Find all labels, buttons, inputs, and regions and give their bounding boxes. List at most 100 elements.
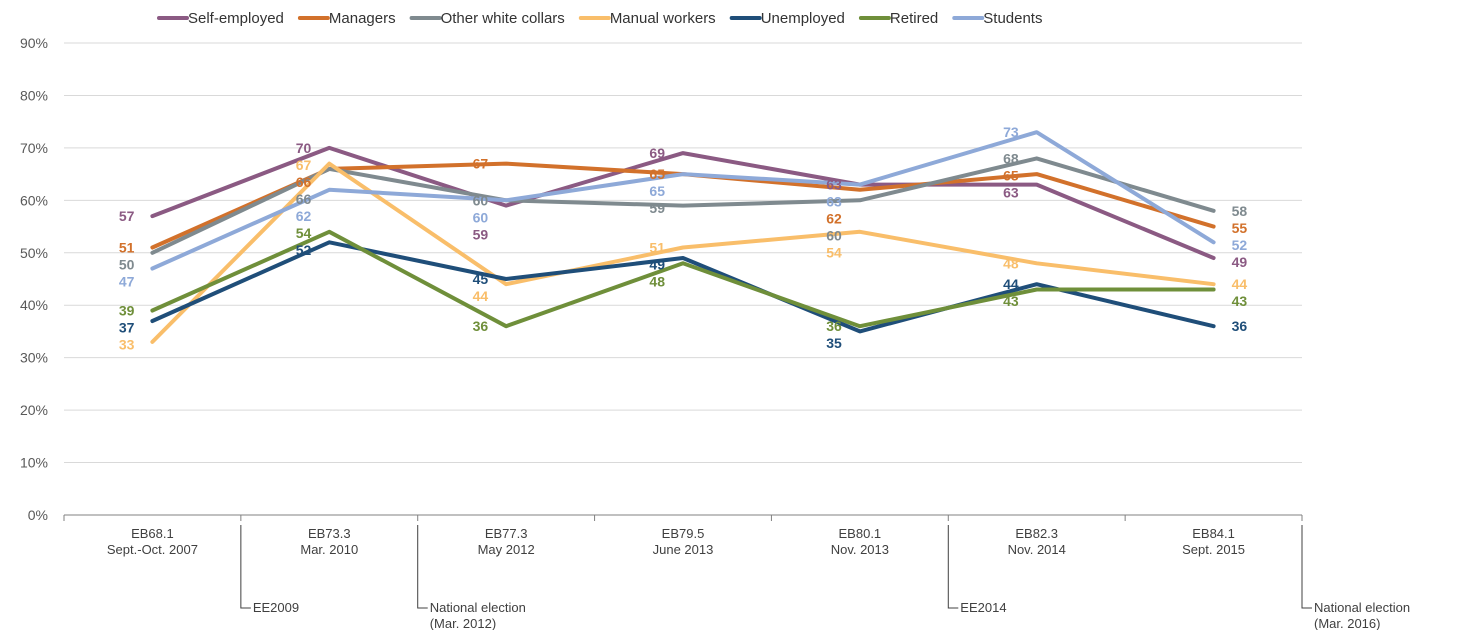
- data-labels: 5751504739373370676666625452676060594544…: [119, 124, 1248, 352]
- y-tick-label: 80%: [20, 87, 48, 103]
- x-tick-label: EB79.5: [662, 526, 705, 541]
- data-label: 47: [119, 274, 135, 290]
- event-label: EE2009: [253, 600, 299, 615]
- data-label: 52: [1232, 237, 1248, 253]
- data-label: 70: [296, 140, 312, 156]
- data-label: 65: [1003, 167, 1019, 183]
- event-label: National election: [430, 600, 526, 615]
- data-label: 57: [119, 208, 135, 224]
- x-tick-label: June 2013: [653, 542, 714, 557]
- data-label: 36: [473, 318, 489, 334]
- legend-label: Self-employed: [188, 10, 284, 27]
- data-label: 62: [826, 211, 842, 227]
- data-label: 43: [1003, 293, 1019, 309]
- data-label: 59: [473, 226, 489, 242]
- event-label: (Mar. 2016): [1314, 616, 1380, 630]
- data-label: 36: [1232, 318, 1248, 334]
- y-tick-label: 10%: [20, 455, 48, 471]
- y-tick-label: 20%: [20, 402, 48, 418]
- x-tick-label: EB77.3: [485, 526, 528, 541]
- y-tick-label: 90%: [20, 35, 48, 51]
- data-label: 65: [649, 166, 665, 182]
- data-label: 73: [1003, 124, 1019, 140]
- data-label: 63: [826, 177, 842, 193]
- data-label: 48: [1003, 255, 1019, 271]
- x-tick-label: EB80.1: [839, 526, 882, 541]
- y-axis: 0% 10% 20% 30% 40% 50% 60% 70% 80% 90%: [20, 35, 48, 523]
- data-label: 48: [649, 274, 665, 290]
- legend: Self-employed Managers Other white collars…: [157, 10, 1042, 27]
- data-label: 68: [1003, 150, 1019, 166]
- data-label: 45: [473, 271, 489, 287]
- legend-label: Other white collars: [441, 10, 565, 27]
- series-lines: [150, 130, 1216, 344]
- event-bracket: [240, 525, 251, 609]
- data-label: 60: [826, 228, 842, 244]
- data-label: 66: [296, 191, 312, 207]
- series-line: [150, 161, 1216, 344]
- data-label: 55: [1232, 220, 1248, 236]
- data-label: 39: [119, 302, 135, 318]
- x-tick-label: Nov. 2014: [1008, 542, 1066, 557]
- event-bracket: [1301, 525, 1312, 609]
- series-line: [150, 240, 1216, 334]
- legend-label: Manual workers: [610, 10, 716, 27]
- x-tick-label: Nov. 2013: [831, 542, 889, 557]
- data-label: 49: [649, 257, 665, 273]
- series-line: [150, 145, 1216, 260]
- y-tick-label: 30%: [20, 350, 48, 366]
- data-label: 63: [1003, 184, 1019, 200]
- x-tick-label: May 2012: [478, 542, 535, 557]
- event-bracket: [947, 525, 959, 609]
- data-label: 60: [473, 209, 489, 225]
- data-label: 69: [649, 145, 665, 161]
- data-label: 35: [826, 335, 842, 351]
- x-tick-label: EB84.1: [1192, 526, 1235, 541]
- data-label: 60: [473, 192, 489, 208]
- data-label: 65: [649, 183, 665, 199]
- y-tick-label: 0%: [28, 507, 48, 523]
- data-label: 58: [1232, 203, 1248, 219]
- data-label: 54: [296, 225, 312, 241]
- series-line: [150, 130, 1216, 271]
- data-label: 66: [296, 174, 312, 190]
- data-label: 33: [119, 336, 135, 352]
- y-tick-label: 40%: [20, 297, 48, 313]
- data-label: 52: [296, 242, 312, 258]
- data-label: 37: [119, 319, 135, 335]
- grid-lines: [64, 42, 1302, 464]
- legend-label: Retired: [890, 10, 938, 27]
- data-label: 49: [1232, 254, 1248, 270]
- data-label: 44: [1003, 276, 1019, 292]
- data-label: 50: [119, 257, 135, 273]
- event-label: National election: [1314, 600, 1410, 615]
- data-label: 44: [473, 288, 489, 304]
- x-tick-label: EB68.1: [131, 526, 174, 541]
- x-tick-label: EB82.3: [1015, 526, 1058, 541]
- series-line: [150, 229, 1216, 329]
- y-tick-label: 70%: [20, 140, 48, 156]
- event-markers: EE2009 National election(Mar. 2012)EE2014…: [240, 525, 1410, 630]
- event-label: (Mar. 2012): [430, 616, 496, 630]
- x-tick-label: EB73.3: [308, 526, 351, 541]
- y-tick-label: 50%: [20, 245, 48, 261]
- data-label: 67: [296, 157, 312, 173]
- y-tick-label: 60%: [20, 192, 48, 208]
- event-label: EE2014: [960, 600, 1006, 615]
- legend-label: Students: [983, 10, 1042, 27]
- legend-label: Managers: [329, 10, 396, 27]
- data-label: 62: [296, 208, 312, 224]
- x-tick-label: Sept.-Oct. 2007: [107, 542, 198, 557]
- data-label: 59: [649, 200, 665, 216]
- data-label: 44: [1232, 276, 1248, 292]
- data-label: 54: [826, 245, 842, 261]
- data-label: 51: [649, 240, 665, 256]
- x-tick-label: Mar. 2010: [300, 542, 358, 557]
- legend-label: Unemployed: [761, 10, 845, 27]
- x-tick-label: Sept. 2015: [1182, 542, 1245, 557]
- data-label: 43: [1232, 293, 1248, 309]
- data-label: 67: [473, 156, 489, 172]
- data-label: 36: [826, 318, 842, 334]
